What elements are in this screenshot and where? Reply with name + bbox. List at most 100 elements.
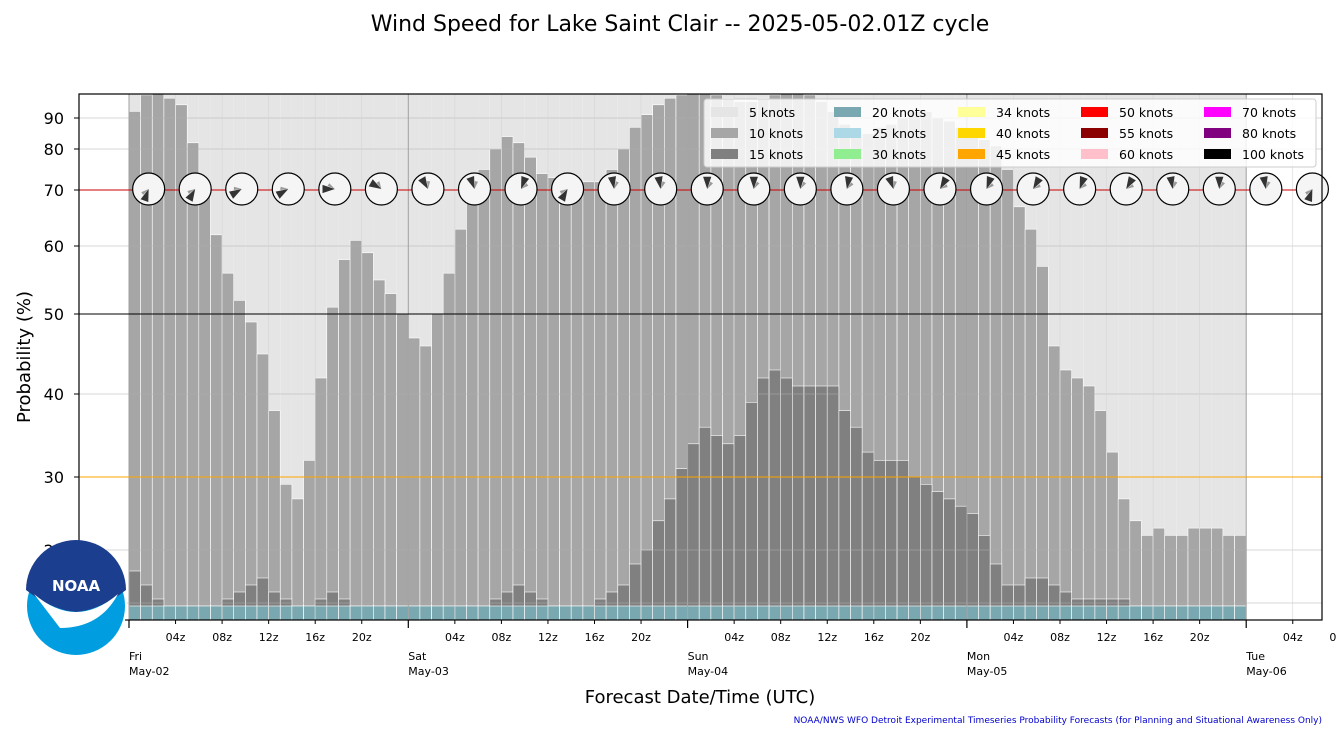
bar-20-knots-17 <box>326 605 339 620</box>
bar-15-knots-55 <box>768 369 781 620</box>
x-hour-label-104: 08z <box>1329 631 1336 644</box>
y-tick-label-90: 90 <box>44 109 64 128</box>
bar-20-knots-84 <box>1106 605 1119 620</box>
bar-15-knots-54 <box>757 377 770 620</box>
bar-20-knots-55 <box>768 605 781 620</box>
legend-item-10-knots: 10 knots <box>711 126 803 141</box>
wind-rose-19 <box>1016 172 1050 206</box>
wind-rose-8 <box>504 172 538 206</box>
bar-10-knots-24 <box>407 337 421 620</box>
bar-20-knots-0 <box>128 605 141 620</box>
wind-rose-11 <box>644 172 678 206</box>
bar-15-knots-43 <box>629 563 642 620</box>
bar-20-knots-11 <box>256 605 269 620</box>
x-day-label-4: Tue <box>1245 650 1265 663</box>
bar-20-knots-50 <box>710 605 723 620</box>
bar-5-knots-95 <box>1234 94 1247 620</box>
y-tick-label-70: 70 <box>44 181 64 200</box>
bar-20-knots-36 <box>547 605 560 620</box>
bar-20-knots-39 <box>582 605 595 620</box>
legend-item-5-knots: 5 knots <box>711 105 795 120</box>
bar-20-knots-45 <box>652 605 665 620</box>
bar-20-knots-88 <box>1152 605 1165 620</box>
bar-20-knots-64 <box>873 605 886 620</box>
bar-15-knots-53 <box>745 401 758 620</box>
bar-10-knots-17 <box>326 306 339 620</box>
bar-10-knots-21 <box>373 279 386 620</box>
bar-20-knots-81 <box>1071 605 1084 620</box>
x-hour-label-8: 08z <box>212 631 232 644</box>
x-hour-label-44: 20z <box>631 631 651 644</box>
bar-20-knots-44 <box>640 605 653 620</box>
x-hour-label-80: 08z <box>1050 631 1070 644</box>
bar-20-knots-65 <box>885 605 898 620</box>
bar-20-knots-25 <box>419 605 432 620</box>
wind-rose-23 <box>1202 172 1236 206</box>
bar-20-knots-86 <box>1129 605 1142 620</box>
bar-20-knots-61 <box>838 605 851 620</box>
bar-10-knots-25 <box>419 345 432 620</box>
x-hour-label-84: 12z <box>1097 631 1117 644</box>
legend-swatch <box>958 107 985 117</box>
bar-10-knots-94 <box>1222 535 1235 620</box>
bar-20-knots-62 <box>850 605 863 620</box>
bar-10-knots-42 <box>617 148 630 620</box>
bar-5-knots-85 <box>1118 94 1130 620</box>
bar-20-knots-63 <box>861 605 875 620</box>
bar-10-knots-92 <box>1199 527 1212 620</box>
x-day-label-0: Fri <box>129 650 142 663</box>
bar-20-knots-47 <box>675 605 688 620</box>
bar-10-knots-33 <box>512 142 525 620</box>
legend-label: 80 knots <box>1242 126 1296 141</box>
bar-20-knots-6 <box>198 605 211 620</box>
bar-15-knots-56 <box>780 377 793 620</box>
bar-20-knots-90 <box>1176 605 1189 620</box>
x-hour-label-20: 20z <box>352 631 372 644</box>
legend-label: 25 knots <box>872 126 926 141</box>
bar-20-knots-69 <box>931 605 944 620</box>
wind-rose-7 <box>457 172 492 206</box>
bar-20-knots-43 <box>629 605 642 620</box>
bar-10-knots-31 <box>489 148 502 620</box>
x-hour-label-76: 04z <box>1004 631 1024 644</box>
bar-20-knots-16 <box>314 605 328 620</box>
bar-10-knots-32 <box>501 136 514 620</box>
chart-title: Wind Speed for Lake Saint Clair -- 2025-… <box>370 12 990 37</box>
legend-label: 60 knots <box>1119 147 1173 162</box>
bar-10-knots-87 <box>1141 535 1154 620</box>
bar-5-knots-12 <box>268 94 281 620</box>
legend-swatch <box>1081 107 1108 117</box>
legend-swatch <box>834 107 861 117</box>
legend-label: 30 knots <box>872 147 926 162</box>
bar-10-knots-95 <box>1234 535 1247 620</box>
bar-15-knots-57 <box>791 385 805 620</box>
bar-20-knots-68 <box>920 605 933 620</box>
bar-20-knots-89 <box>1164 605 1177 620</box>
x-hour-label-4: 04z <box>166 631 186 644</box>
bar-20-knots-29 <box>466 605 479 620</box>
bar-20-knots-73 <box>978 605 991 620</box>
legend-swatch <box>834 128 861 138</box>
x-date-label-1: May-03 <box>408 665 449 678</box>
bar-20-knots-58 <box>803 605 816 620</box>
legend-swatch <box>711 149 738 159</box>
bar-10-knots-93 <box>1211 527 1224 620</box>
bar-20-knots-8 <box>221 605 235 620</box>
x-hour-label-60: 12z <box>817 631 837 644</box>
bar-20-knots-80 <box>1059 605 1072 620</box>
wind-rose-13 <box>737 172 771 206</box>
bar-10-knots-88 <box>1152 527 1165 620</box>
wind-rose-10 <box>597 172 631 206</box>
bar-10-knots-36 <box>547 177 560 620</box>
bar-20-knots-28 <box>454 605 467 620</box>
bar-10-knots-29 <box>466 195 479 620</box>
wind-rose-6 <box>411 172 445 206</box>
x-hour-label-68: 20z <box>910 631 930 644</box>
bar-20-knots-31 <box>489 605 502 620</box>
legend-swatch <box>1204 149 1231 159</box>
legend-label: 40 knots <box>996 126 1050 141</box>
bar-15-knots-58 <box>803 385 816 620</box>
bar-10-knots-18 <box>338 259 351 620</box>
bar-20-knots-59 <box>815 605 828 620</box>
legend-swatch <box>1204 128 1231 138</box>
